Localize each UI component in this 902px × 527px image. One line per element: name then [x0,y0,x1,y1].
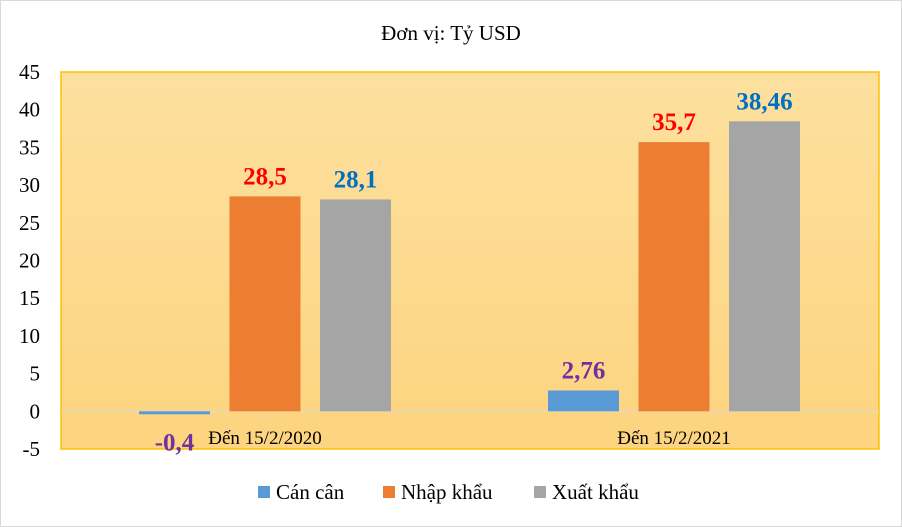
y-tick-label: 20 [19,249,40,273]
data-label: 38,46 [736,88,792,115]
y-tick-label: 5 [30,362,41,386]
bar-1-2 [548,390,619,412]
x-category-label: Đến 15/2/2021 [617,428,730,449]
data-label: 35,7 [652,109,696,136]
y-tick-label: 10 [19,324,40,348]
bar-2-2 [638,142,710,412]
data-label: -0,4 [155,429,195,456]
legend-entry: Nhập khẩu [401,480,493,504]
legend-swatch [383,486,395,498]
bar-3-1 [320,199,391,412]
legend-swatch [258,486,270,498]
bar-1-1 [139,411,210,415]
y-tick-label: 35 [19,135,40,159]
y-tick-label: 25 [19,211,40,235]
data-label: 28,5 [243,163,287,190]
x-category-label: Đến 15/2/2020 [208,428,321,449]
y-tick-label: 45 [19,60,40,84]
y-tick-label: 0 [30,399,41,423]
legend-entry: Cán cân [276,480,345,504]
bar-2-1 [229,196,301,412]
y-tick-label: 40 [19,98,40,122]
y-tick-label: -5 [23,437,41,461]
legend-entry: Xuất khẩu [552,480,639,504]
y-tick-label: 30 [19,173,40,197]
bar-3-2 [729,121,800,412]
data-label: 28,1 [334,166,378,193]
data-label: 2,76 [562,357,606,384]
legend-swatch [534,486,546,498]
y-tick-label: 15 [19,286,40,310]
chart-title: Đơn vị: Tỷ USD [381,21,521,45]
